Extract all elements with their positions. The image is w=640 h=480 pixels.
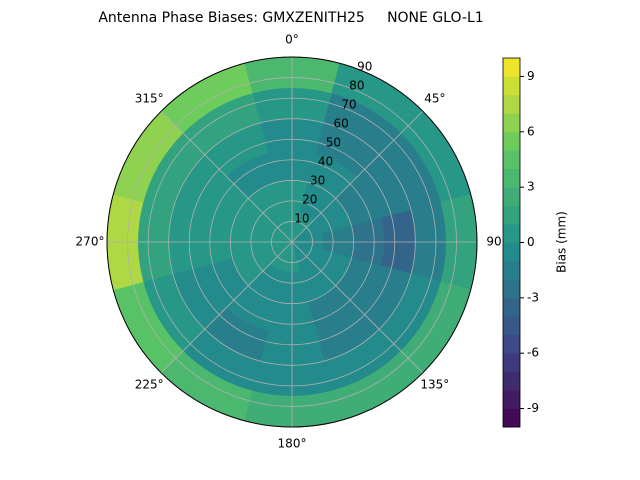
colorbar-band [503,297,520,317]
colorbar-band [503,260,520,280]
colorbar-band [503,279,520,299]
colorbar-tick-label: -6 [527,346,539,360]
colorbar-tick-label: -3 [527,290,539,304]
theta-tick-label: 90 [486,235,501,249]
r-tick-label: 80 [349,79,364,93]
colorbar-tick-label: 0 [527,235,535,249]
colorbar-tick-label: 6 [527,124,535,138]
colorbar-band [503,224,520,243]
colorbar-tick-label: 3 [527,180,535,194]
colorbar-band [503,94,520,114]
colorbar-band [503,316,520,336]
colorbar-band [503,408,520,428]
colorbar-band [503,187,520,206]
colorbar-band [503,371,520,391]
colorbar-band [503,205,520,225]
r-tick-label: 10 [294,212,309,226]
colorbar-band [503,150,520,170]
colorbar-band [503,113,520,133]
colorbar-band [503,353,520,373]
theta-tick-label: 225° [135,377,164,391]
colorbar-band [503,242,520,262]
r-tick-label: 40 [318,155,333,169]
r-tick-label: 20 [302,193,317,207]
colorbar-tick-label: -9 [527,401,539,415]
colorbar-band [503,76,520,96]
colorbar-band [503,168,520,188]
colorbar-band [503,131,520,151]
colorbar-band [503,390,520,409]
theta-tick-label: 180° [278,437,307,451]
grid-spoke [291,110,424,243]
grid-spoke [291,241,424,374]
r-tick-label: 50 [326,136,341,150]
colorbar-tick-label: 9 [527,69,535,83]
r-tick-label: 60 [334,117,349,131]
theta-tick-label: 135° [420,377,449,391]
chart-title: Antenna Phase Biases: GMXZENITH25 NONE G… [98,10,483,26]
r-tick-label: 70 [341,98,356,112]
theta-tick-label: 0° [285,33,299,47]
theta-tick-label: 315° [135,92,164,106]
r-tick-label: 30 [310,174,325,188]
grid-spoke [160,241,293,374]
theta-tick-label: 270° [76,235,105,249]
colorbar-band [503,58,520,77]
grid-spoke [160,110,293,243]
colorbar-label: Bias (mm) [555,211,569,273]
polar-frame [106,56,478,428]
colorbar-band [503,334,520,354]
theta-tick-label: 45° [424,92,445,106]
